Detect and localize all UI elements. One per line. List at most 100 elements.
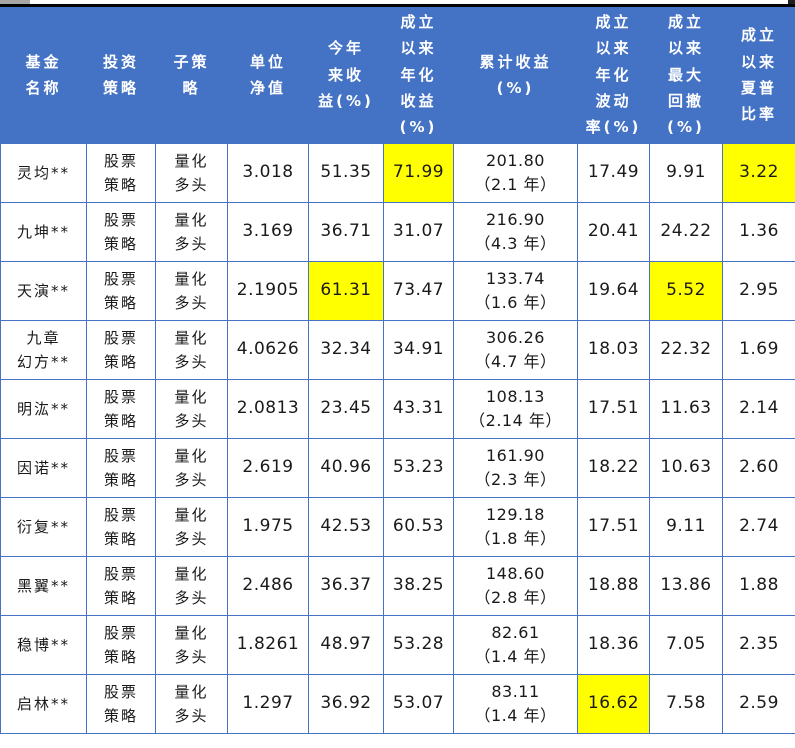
cell-cumulative-return-pct: 161.90 （2.3 年） — [453, 437, 578, 498]
cell-ytd-return-pct: 23.45 — [308, 378, 384, 439]
cell-fund-name: 启林** — [0, 673, 87, 734]
table-row: 九坤** 股票 策略 量化 多头 3.169 36.71 31.07 216.90 （4.3… — [0, 201, 795, 262]
cell-sharpe-ratio: 2.95 — [722, 260, 795, 321]
cell-unit-nav: 1.975 — [227, 496, 309, 557]
cell-investment-strategy: 股票 策略 — [86, 614, 156, 675]
cell-max-drawdown-pct: 13.86 — [649, 555, 723, 616]
cell-cumulative-return-pct: 82.61 （1.4 年） — [453, 614, 578, 675]
header-investment-strategy: 投资 策略 — [86, 7, 156, 144]
fund-performance-table: 基金 名称 投资 策略 子策 略单位 净值 今年 来收 益(%) 成立 以来 年化 收益… — [0, 7, 795, 734]
cell-sharpe-ratio: 2.14 — [722, 378, 795, 439]
cell-annualized-return-pct: 71.99 — [383, 142, 454, 203]
cell-sub-strategy: 量化 多头 — [155, 142, 228, 203]
header-ytd-return-pct: 今年 来收 益(%) — [308, 7, 384, 144]
cell-annualized-return-pct: 53.07 — [383, 673, 454, 734]
header-cumulative-return-pct: 累计收益 (%) — [453, 7, 578, 144]
cell-cumulative-return-pct: 83.11 （1.4 年） — [453, 673, 578, 734]
cell-fund-name: 明汯** — [0, 378, 87, 439]
cell-annualized-return-pct: 53.23 — [383, 437, 454, 498]
cell-sharpe-ratio: 2.59 — [722, 673, 795, 734]
cell-sub-strategy: 量化 多头 — [155, 437, 228, 498]
cell-annualized-return-pct: 60.53 — [383, 496, 454, 557]
cell-ytd-return-pct: 36.37 — [308, 555, 384, 616]
cell-max-drawdown-pct: 7.05 — [649, 614, 723, 675]
cell-fund-name: 灵均** — [0, 142, 87, 203]
header-annualized-volatility-pct: 成立 以来 年化 波动 率(%) — [577, 7, 650, 144]
cell-annualized-volatility-pct: 18.22 — [577, 437, 650, 498]
header-sub-strategy: 子策 略 — [155, 7, 228, 144]
cell-sharpe-ratio: 2.35 — [722, 614, 795, 675]
table-top-rule — [0, 4, 795, 7]
cell-annualized-volatility-pct: 17.49 — [577, 142, 650, 203]
cell-ytd-return-pct: 36.92 — [308, 673, 384, 734]
cell-max-drawdown-pct: 22.32 — [649, 319, 723, 380]
table-row: 天演** 股票 策略 量化 多头 2.1905 61.31 73.47 133.74 （1.… — [0, 260, 795, 321]
cell-sub-strategy: 量化 多头 — [155, 260, 228, 321]
cell-annualized-return-pct: 43.31 — [383, 378, 454, 439]
cell-sub-strategy: 量化 多头 — [155, 319, 228, 380]
cell-fund-name: 黑翼** — [0, 555, 87, 616]
screen-edge-artifact — [0, 0, 30, 4]
cell-annualized-volatility-pct: 20.41 — [577, 201, 650, 262]
cell-unit-nav: 3.169 — [227, 201, 309, 262]
header-sharpe-ratio: 成立 以来 夏普 比率 — [722, 7, 795, 144]
cell-annualized-return-pct: 38.25 — [383, 555, 454, 616]
cell-unit-nav: 2.486 — [227, 555, 309, 616]
cell-cumulative-return-pct: 148.60 （2.8 年） — [453, 555, 578, 616]
table-row: 明汯** 股票 策略 量化 多头 2.0813 23.45 43.31 108.13 （2.… — [0, 378, 795, 439]
cell-unit-nav: 4.0626 — [227, 319, 309, 380]
header-max-drawdown-pct: 成立 以来 最大 回撤 (%) — [649, 7, 723, 144]
cell-sharpe-ratio: 1.69 — [722, 319, 795, 380]
cell-ytd-return-pct: 48.97 — [308, 614, 384, 675]
cell-annualized-volatility-pct: 19.64 — [577, 260, 650, 321]
cell-fund-name: 因诺** — [0, 437, 87, 498]
cell-ytd-return-pct: 61.31 — [308, 260, 384, 321]
cell-annualized-volatility-pct: 17.51 — [577, 378, 650, 439]
header-annualized-return-pct: 成立 以来 年化 收益 (%) — [383, 7, 454, 144]
cell-fund-name: 九坤** — [0, 201, 87, 262]
cell-sharpe-ratio: 1.36 — [722, 201, 795, 262]
cell-max-drawdown-pct: 7.58 — [649, 673, 723, 734]
cell-annualized-return-pct: 53.28 — [383, 614, 454, 675]
cell-unit-nav: 1.8261 — [227, 614, 309, 675]
cell-unit-nav: 1.297 — [227, 673, 309, 734]
cell-max-drawdown-pct: 9.11 — [649, 496, 723, 557]
cell-sub-strategy: 量化 多头 — [155, 614, 228, 675]
cell-cumulative-return-pct: 129.18 （1.8 年） — [453, 496, 578, 557]
cell-cumulative-return-pct: 108.13 （2.14 年） — [453, 378, 578, 439]
cell-investment-strategy: 股票 策略 — [86, 142, 156, 203]
table-body: 灵均** 股票 策略 量化 多头 3.018 51.35 71.99 201.80 （2.1… — [0, 142, 795, 734]
cell-max-drawdown-pct: 5.52 — [649, 260, 723, 321]
header-unit-nav: 单位 净值 — [227, 7, 309, 144]
header-row: 基金 名称 投资 策略 子策 略单位 净值 今年 来收 益(%) 成立 以来 年化 收益… — [0, 7, 795, 144]
cell-sub-strategy: 量化 多头 — [155, 673, 228, 734]
cell-investment-strategy: 股票 策略 — [86, 496, 156, 557]
cell-investment-strategy: 股票 策略 — [86, 201, 156, 262]
cell-investment-strategy: 股票 策略 — [86, 673, 156, 734]
table-row: 启林** 股票 策略 量化 多头 1.297 36.92 53.07 83.11 （1.4 … — [0, 673, 795, 734]
table-row: 灵均** 股票 策略 量化 多头 3.018 51.35 71.99 201.80 （2.1… — [0, 142, 795, 203]
cell-annualized-volatility-pct: 18.03 — [577, 319, 650, 380]
cell-max-drawdown-pct: 24.22 — [649, 201, 723, 262]
cell-investment-strategy: 股票 策略 — [86, 378, 156, 439]
cell-annualized-return-pct: 34.91 — [383, 319, 454, 380]
table-row: 稳博** 股票 策略 量化 多头 1.8261 48.97 53.28 82.61 （1.4… — [0, 614, 795, 675]
cell-max-drawdown-pct: 9.91 — [649, 142, 723, 203]
cell-sharpe-ratio: 1.88 — [722, 555, 795, 616]
table-row: 衍复** 股票 策略 量化 多头 1.975 42.53 60.53 129.18 （1.8… — [0, 496, 795, 557]
cell-annualized-return-pct: 31.07 — [383, 201, 454, 262]
cell-max-drawdown-pct: 10.63 — [649, 437, 723, 498]
cell-unit-nav: 3.018 — [227, 142, 309, 203]
cell-annualized-volatility-pct: 17.51 — [577, 496, 650, 557]
table-row: 九章 幻方** 股票 策略 量化 多头 4.0626 32.34 34.91 306.26 … — [0, 319, 795, 380]
cell-cumulative-return-pct: 201.80 （2.1 年） — [453, 142, 578, 203]
table-row: 因诺** 股票 策略 量化 多头 2.619 40.96 53.23 161.90 （2.3… — [0, 437, 795, 498]
cell-ytd-return-pct: 40.96 — [308, 437, 384, 498]
cell-sharpe-ratio: 2.60 — [722, 437, 795, 498]
cell-ytd-return-pct: 51.35 — [308, 142, 384, 203]
cell-sub-strategy: 量化 多头 — [155, 201, 228, 262]
cell-max-drawdown-pct: 11.63 — [649, 378, 723, 439]
header-fund-name: 基金 名称 — [0, 7, 87, 144]
cell-investment-strategy: 股票 策略 — [86, 260, 156, 321]
cell-sharpe-ratio: 2.74 — [722, 496, 795, 557]
